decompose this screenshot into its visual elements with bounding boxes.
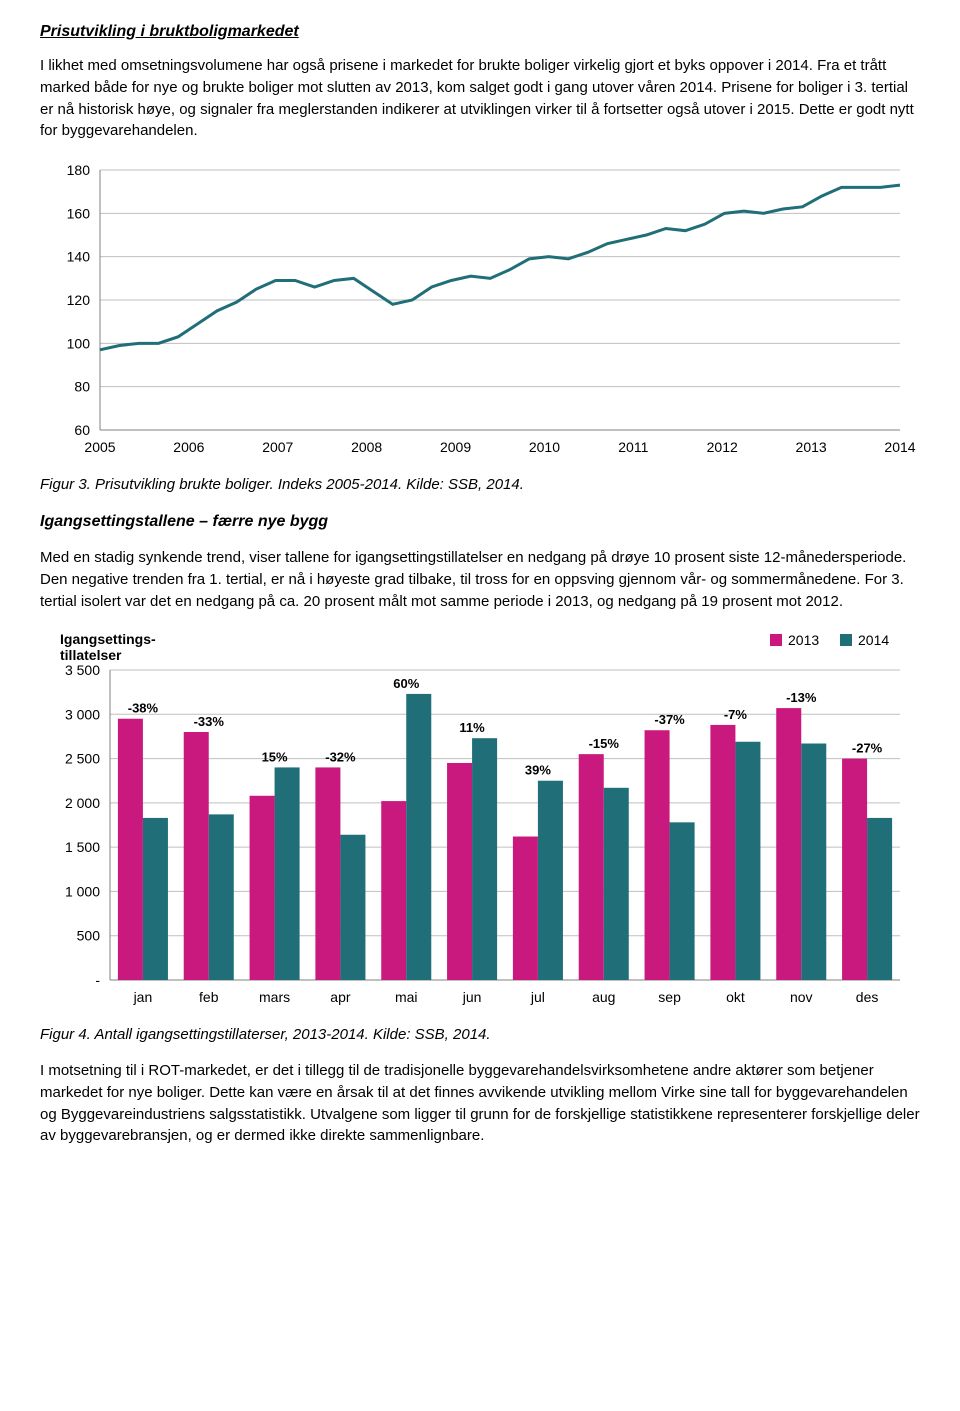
bar-2014 bbox=[867, 818, 892, 980]
svg-text:jun: jun bbox=[462, 989, 482, 1005]
svg-text:120: 120 bbox=[67, 292, 91, 308]
svg-text:aug: aug bbox=[592, 989, 615, 1005]
bar-2014 bbox=[275, 768, 300, 981]
paragraph-2: Med en stadig synkende trend, viser tall… bbox=[40, 547, 920, 612]
bar-2014 bbox=[670, 823, 695, 981]
section-title-2: Igangsettingstallene – færre nye bygg bbox=[40, 510, 920, 533]
bar-2013 bbox=[579, 755, 604, 981]
bar-2013 bbox=[842, 759, 867, 980]
bar-2014 bbox=[143, 818, 168, 980]
svg-text:mars: mars bbox=[259, 989, 290, 1005]
svg-text:des: des bbox=[856, 989, 879, 1005]
bar-2014 bbox=[801, 744, 826, 980]
svg-text:2 000: 2 000 bbox=[65, 795, 100, 811]
svg-text:2014: 2014 bbox=[858, 632, 889, 648]
bar-2013 bbox=[447, 763, 472, 980]
bar-2014 bbox=[209, 815, 234, 981]
svg-text:160: 160 bbox=[67, 206, 91, 222]
svg-text:okt: okt bbox=[726, 989, 745, 1005]
figure-4-caption: Figur 4. Antall igangsettingstillaterser… bbox=[40, 1024, 920, 1046]
svg-text:39%: 39% bbox=[525, 763, 551, 778]
svg-text:80: 80 bbox=[74, 379, 90, 395]
bar-2013 bbox=[513, 837, 538, 980]
svg-text:-: - bbox=[95, 972, 100, 988]
svg-text:nov: nov bbox=[790, 989, 813, 1005]
bar-2014 bbox=[406, 694, 431, 980]
svg-text:mai: mai bbox=[395, 989, 418, 1005]
svg-text:11%: 11% bbox=[459, 721, 485, 736]
legend-swatch-2013 bbox=[770, 634, 782, 646]
svg-text:2009: 2009 bbox=[440, 439, 471, 455]
section-title-1: Prisutvikling i bruktboligmarkedet bbox=[40, 20, 920, 43]
svg-text:-37%: -37% bbox=[654, 713, 685, 728]
svg-text:2013: 2013 bbox=[788, 632, 819, 648]
bar-2013 bbox=[315, 768, 340, 981]
svg-text:Igangsettings-: Igangsettings- bbox=[60, 631, 156, 647]
bar-2013 bbox=[710, 725, 735, 980]
svg-text:2008: 2008 bbox=[351, 439, 382, 455]
svg-text:-27%: -27% bbox=[852, 741, 883, 756]
svg-text:-7%: -7% bbox=[724, 707, 748, 722]
svg-text:1 500: 1 500 bbox=[65, 840, 100, 856]
svg-text:15%: 15% bbox=[262, 750, 288, 765]
svg-text:2012: 2012 bbox=[707, 439, 738, 455]
figure-3-caption: Figur 3. Prisutvikling brukte boliger. I… bbox=[40, 474, 920, 496]
legend-swatch-2014 bbox=[840, 634, 852, 646]
bar-2014 bbox=[604, 788, 629, 980]
svg-text:sep: sep bbox=[658, 989, 681, 1005]
svg-text:2011: 2011 bbox=[618, 439, 648, 455]
bar-2013 bbox=[776, 708, 801, 980]
svg-text:1 000: 1 000 bbox=[65, 884, 100, 900]
svg-text:2006: 2006 bbox=[173, 439, 204, 455]
svg-text:2005: 2005 bbox=[84, 439, 115, 455]
paragraph-1: I likhet med omsetningsvolumene har også… bbox=[40, 55, 920, 142]
bar-2014 bbox=[538, 781, 563, 980]
svg-text:60%: 60% bbox=[393, 676, 419, 691]
svg-text:feb: feb bbox=[199, 989, 219, 1005]
svg-text:2 500: 2 500 bbox=[65, 751, 100, 767]
paragraph-3: I motsetning til i ROT-markedet, er det … bbox=[40, 1060, 920, 1147]
bar-2014 bbox=[340, 835, 365, 980]
svg-text:2010: 2010 bbox=[529, 439, 560, 455]
bar-chart-igangsetting: Igangsettings-tillatelser 2013 2014 - 500 1 0… bbox=[40, 630, 920, 1010]
svg-text:60: 60 bbox=[74, 422, 90, 438]
bar-2014 bbox=[472, 739, 497, 981]
bar-2013 bbox=[118, 719, 143, 980]
svg-text:tillatelser: tillatelser bbox=[60, 647, 122, 663]
svg-text:-13%: -13% bbox=[786, 690, 817, 705]
svg-text:apr: apr bbox=[330, 989, 351, 1005]
svg-text:2014: 2014 bbox=[884, 439, 915, 455]
bar-2013 bbox=[250, 796, 275, 980]
svg-text:2007: 2007 bbox=[262, 439, 293, 455]
svg-text:-38%: -38% bbox=[128, 701, 159, 716]
svg-text:500: 500 bbox=[77, 928, 101, 944]
svg-text:-32%: -32% bbox=[325, 750, 356, 765]
svg-text:180: 180 bbox=[67, 162, 91, 178]
bar-2013 bbox=[381, 801, 406, 980]
svg-text:jan: jan bbox=[133, 989, 153, 1005]
svg-text:140: 140 bbox=[67, 249, 91, 265]
svg-text:2013: 2013 bbox=[796, 439, 827, 455]
svg-text:100: 100 bbox=[67, 336, 91, 352]
bar-2013 bbox=[645, 731, 670, 981]
svg-text:jul: jul bbox=[530, 989, 545, 1005]
svg-text:3 000: 3 000 bbox=[65, 707, 100, 723]
svg-text:-15%: -15% bbox=[589, 737, 620, 752]
bar-2014 bbox=[735, 742, 760, 980]
line-chart-price-index: 60 80 100 120 140 160 180 2005 2006 2007 2008 2009 2… bbox=[40, 160, 920, 460]
svg-text:3 500: 3 500 bbox=[65, 662, 100, 678]
svg-text:-33%: -33% bbox=[194, 714, 225, 729]
bar-2013 bbox=[184, 732, 209, 980]
